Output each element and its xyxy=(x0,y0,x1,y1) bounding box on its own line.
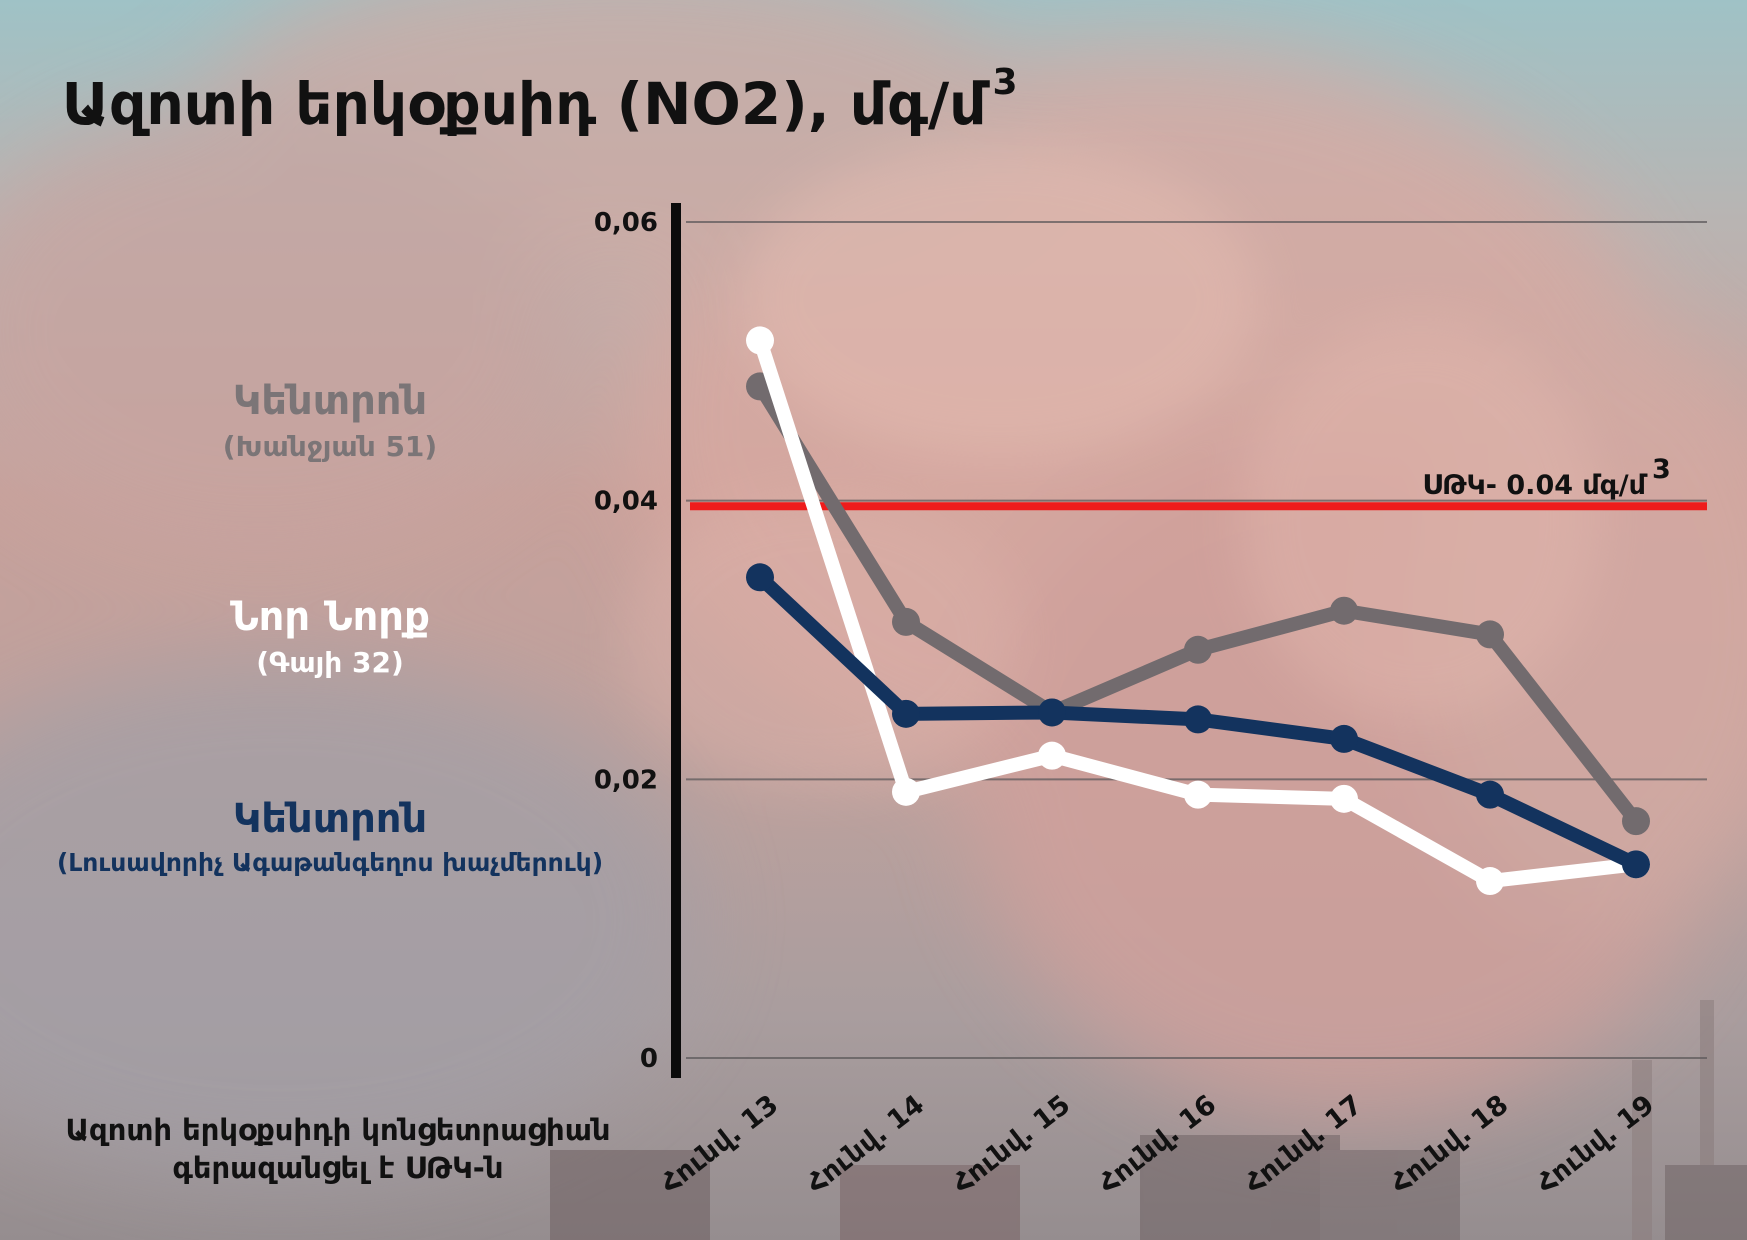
title-superscript: 3 xyxy=(992,61,1018,103)
x-tick-label: Հունվ. 16 xyxy=(1093,1089,1222,1199)
data-point xyxy=(1184,635,1212,664)
legend-address: (Խանջյան 51) xyxy=(222,430,438,463)
data-point xyxy=(892,607,920,636)
legend-entry-nor-nork: Նոր Նորք (Գայի 32) xyxy=(10,594,650,679)
legend-address: (Լուսավորիչ Ագաթանգեղոս խաչմերուկ) xyxy=(56,848,604,877)
exceedance-note-line1: Ազոտի երկօքսիդի կոնցետրացիան xyxy=(65,1113,611,1147)
limit-line-superscript: 3 xyxy=(1652,454,1671,485)
data-point xyxy=(1330,784,1358,813)
legend-name: Կենտրոն xyxy=(232,796,428,842)
x-tick-label: Հունվ. 18 xyxy=(1385,1089,1514,1199)
data-point xyxy=(746,326,774,355)
reference-line-group: ՍԹԿ- 0.04 մգ/մ3 xyxy=(690,454,1707,511)
data-point xyxy=(1622,850,1650,879)
legend-name: Նոր Նորք xyxy=(230,594,430,640)
legend-address: (Գայի 32) xyxy=(256,646,404,679)
data-point xyxy=(1184,780,1212,809)
x-tick-label: Հունվ. 14 xyxy=(801,1089,930,1199)
exceedance-note: Ազոտի երկօքսիդի կոնցետրացիան գերազանցել … xyxy=(18,1112,658,1187)
legend-entry-kentron-lusavorich: Կենտրոն (Լուսավորիչ Ագաթանգեղոս խաչմերու… xyxy=(10,796,650,877)
chart-title: Ազոտի երկօքսիդ (NO2), մգ/մ 3 xyxy=(62,61,1018,138)
y-tick-label: 0,04 xyxy=(594,487,658,517)
data-point xyxy=(892,777,920,806)
x-tick-label: Հունվ. 15 xyxy=(947,1089,1076,1199)
data-point xyxy=(1476,867,1504,896)
data-point xyxy=(1476,620,1504,649)
industrial-silhouette xyxy=(550,1000,1747,1240)
y-tick-label: 0,02 xyxy=(594,765,658,795)
data-point xyxy=(892,699,920,728)
x-tick-label: Հունվ. 13 xyxy=(655,1089,784,1199)
data-point xyxy=(1476,780,1504,809)
x-tick-label: Հունվ. 17 xyxy=(1239,1089,1368,1199)
data-point xyxy=(746,563,774,592)
data-point xyxy=(1184,705,1212,734)
limit-line-label: ՍԹԿ- 0.04 մգ/մ xyxy=(1422,470,1647,501)
legend-name: Կենտրոն xyxy=(232,378,428,424)
data-point xyxy=(1330,596,1358,625)
legend-entry-kentron-khanjyan: Կենտրոն (Խանջյան 51) xyxy=(10,378,650,463)
series-group xyxy=(746,326,1650,896)
y-tick-label: 0,06 xyxy=(594,208,658,238)
y-axis-ticks: 0 0,02 0,04 0,06 xyxy=(594,208,658,1074)
exceedance-note-line2: գերազանցել է ՍԹԿ-ն xyxy=(172,1150,504,1185)
x-tick-label: Հունվ. 19 xyxy=(1531,1089,1660,1199)
grid-lines xyxy=(686,221,1707,1059)
y-tick-label: 0 xyxy=(640,1044,658,1074)
data-point xyxy=(1038,698,1066,727)
x-axis-ticks: Հունվ. 13 Հունվ. 14 Հունվ. 15 Հունվ. 16 Հուն… xyxy=(655,1089,1660,1199)
data-point xyxy=(1038,741,1066,770)
data-point xyxy=(1622,807,1650,836)
data-point xyxy=(1330,724,1358,753)
